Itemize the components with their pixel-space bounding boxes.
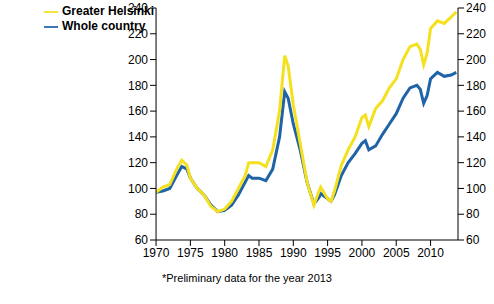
svg-text:2000: 2000 <box>349 246 376 260</box>
svg-text:1980: 1980 <box>211 246 238 260</box>
svg-text:200: 200 <box>128 53 148 67</box>
svg-text:180: 180 <box>128 79 148 93</box>
svg-text:1990: 1990 <box>280 246 307 260</box>
svg-text:220: 220 <box>128 27 148 41</box>
svg-text:2005: 2005 <box>383 246 410 260</box>
svg-text:180: 180 <box>466 79 486 93</box>
svg-text:100: 100 <box>128 182 148 196</box>
svg-text:2010: 2010 <box>417 246 444 260</box>
svg-text:160: 160 <box>128 104 148 118</box>
svg-text:60: 60 <box>466 233 480 247</box>
svg-text:1970: 1970 <box>143 246 170 260</box>
svg-text:80: 80 <box>135 207 149 221</box>
svg-text:140: 140 <box>466 130 486 144</box>
svg-text:240: 240 <box>128 1 148 15</box>
svg-text:160: 160 <box>466 104 486 118</box>
svg-text:1985: 1985 <box>246 246 273 260</box>
svg-text:140: 140 <box>128 130 148 144</box>
svg-text:200: 200 <box>466 53 486 67</box>
svg-text:1975: 1975 <box>177 246 204 260</box>
svg-text:120: 120 <box>128 156 148 170</box>
svg-text:100: 100 <box>466 182 486 196</box>
svg-text:120: 120 <box>466 156 486 170</box>
svg-text:80: 80 <box>466 207 480 221</box>
svg-text:240: 240 <box>466 1 486 15</box>
svg-text:220: 220 <box>466 27 486 41</box>
svg-text:1995: 1995 <box>314 246 341 260</box>
svg-text:60: 60 <box>135 233 149 247</box>
